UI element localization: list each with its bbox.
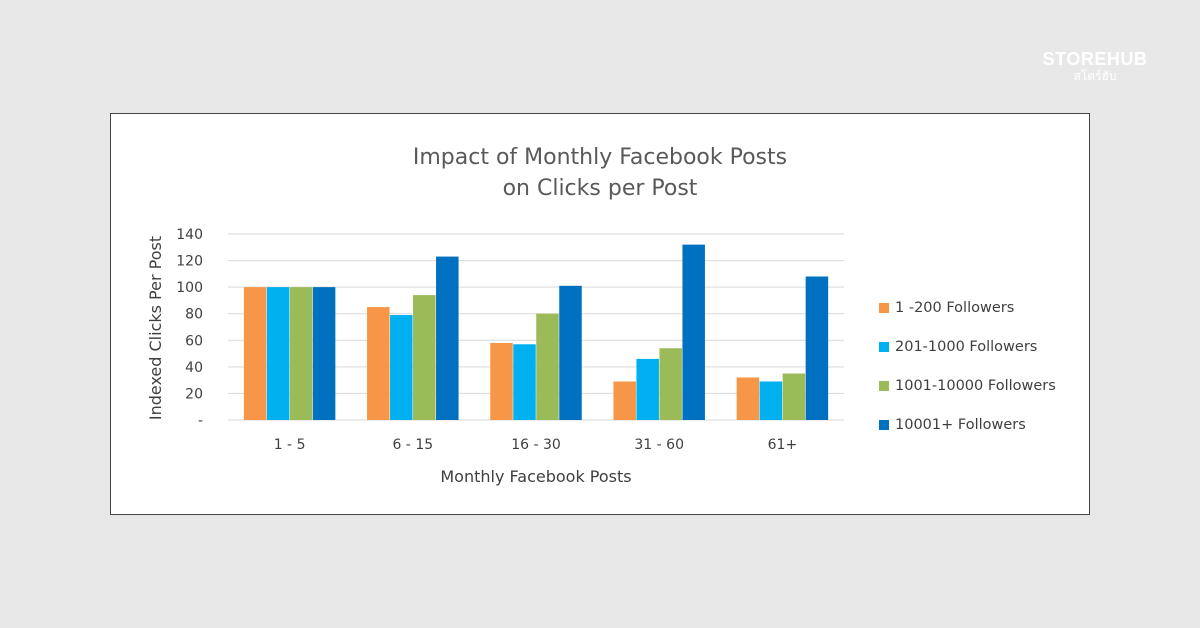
- chart-title: Impact of Monthly Facebook Posts on Clic…: [111, 142, 1089, 204]
- legend-label: 1001-10000 Followers: [895, 377, 1056, 394]
- legend-swatch: [879, 341, 889, 352]
- bar: [659, 348, 682, 420]
- bar: [559, 285, 582, 420]
- bar: [490, 342, 513, 420]
- bar: [367, 307, 390, 420]
- chart-legend: 1 -200 Followers 201-1000 Followers 1001-1…: [879, 288, 1056, 444]
- bar-chart: - 20 40 60 80 100 120 140 1 - 5 6 - 15 16 - 30 31 -…: [146, 227, 844, 486]
- brand-name: STOREHUB: [1042, 49, 1148, 69]
- bar: [436, 256, 459, 420]
- chart-container: Impact of Monthly Facebook Posts on Clic…: [110, 113, 1090, 515]
- bar: [636, 358, 659, 420]
- legend-label: 201-1000 Followers: [895, 338, 1038, 355]
- bar: [289, 287, 313, 420]
- bar: [390, 315, 413, 420]
- storehub-logo: STOREHUB สโตร์ฮับ: [1030, 47, 1160, 83]
- bar: [413, 295, 436, 420]
- bar: [759, 381, 783, 420]
- bar: [682, 244, 705, 420]
- legend-swatch: [879, 419, 889, 430]
- legend-item: 1001-10000 Followers: [879, 366, 1056, 405]
- bar: [782, 373, 806, 420]
- y-tick-label: 80: [185, 307, 203, 323]
- bar: [736, 377, 760, 420]
- bar: [613, 381, 636, 420]
- chart-title-line-2: on Clicks per Post: [502, 176, 698, 201]
- bar: [312, 287, 336, 420]
- y-tick-label: 120: [176, 254, 203, 270]
- y-tick-label: 20: [185, 386, 203, 402]
- x-tick-label: 16 - 30: [511, 437, 561, 453]
- legend-swatch: [879, 380, 889, 391]
- chart-title-line-1: Impact of Monthly Facebook Posts: [412, 145, 788, 170]
- y-tick-label: 140: [176, 227, 203, 243]
- legend-item: 1 -200 Followers: [879, 288, 1056, 327]
- x-axis-title: Monthly Facebook Posts: [440, 467, 631, 486]
- bar: [513, 344, 536, 420]
- legend-item: 201-1000 Followers: [879, 327, 1056, 366]
- bar: [243, 287, 267, 420]
- bar: [266, 287, 290, 420]
- bar: [536, 313, 559, 420]
- y-tick-label: 60: [185, 333, 203, 349]
- x-tick-label: 1 - 5: [274, 437, 306, 453]
- legend-label: 1 -200 Followers: [895, 299, 1015, 316]
- x-tick-label: 6 - 15: [392, 437, 433, 453]
- y-tick-label: 100: [176, 280, 203, 296]
- y-tick-label: -: [198, 413, 203, 429]
- bar: [805, 276, 829, 420]
- y-axis-title: Indexed Clicks Per Post: [146, 236, 165, 420]
- legend-label: 10001+ Followers: [895, 416, 1026, 433]
- y-tick-label: 40: [185, 360, 203, 376]
- x-tick-label: 61+: [768, 437, 798, 453]
- x-tick-label: 31 - 60: [634, 437, 684, 453]
- legend-item: 10001+ Followers: [879, 405, 1056, 444]
- brand-subtitle: สโตร์ฮับ: [1073, 69, 1117, 83]
- legend-swatch: [879, 302, 889, 313]
